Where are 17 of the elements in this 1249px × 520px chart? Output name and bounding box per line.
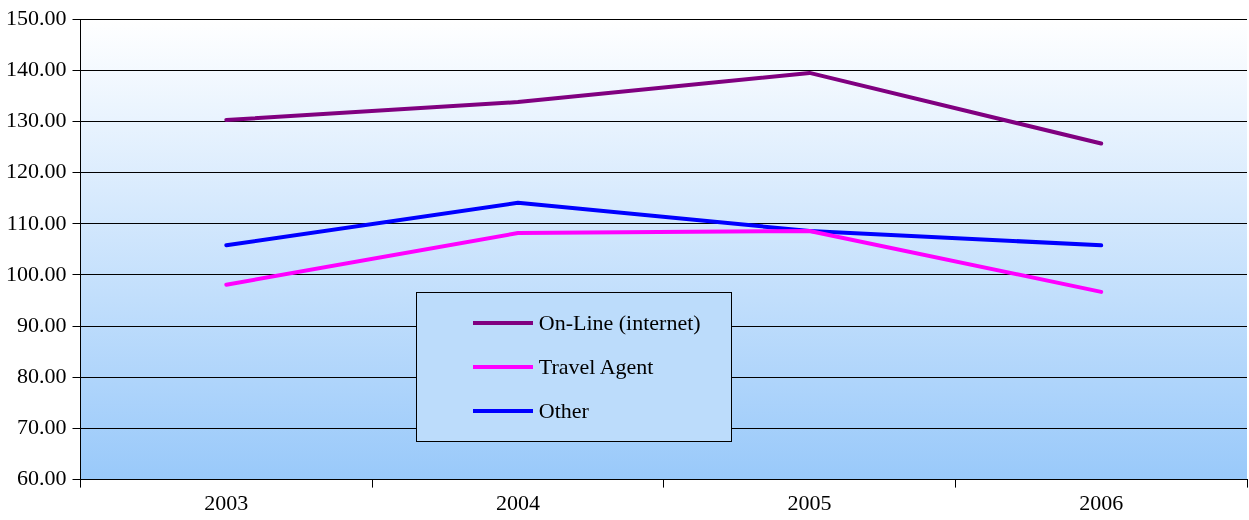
y-tick-label: 140.00 xyxy=(6,56,67,82)
legend-label: Travel Agent xyxy=(538,353,654,380)
y-tick-label: 110.00 xyxy=(6,209,67,235)
x-tick-label: 2006 xyxy=(1079,489,1124,515)
y-tick-label: 60.00 xyxy=(17,465,67,491)
y-tick-label: 120.00 xyxy=(6,158,67,184)
y-tick-label: 150.00 xyxy=(6,4,67,30)
y-tick-label: 80.00 xyxy=(17,363,67,389)
legend-label: Other xyxy=(538,397,589,424)
x-tick-label: 2005 xyxy=(787,489,832,515)
y-tick-label: 100.00 xyxy=(6,260,67,286)
y-tick-label: 70.00 xyxy=(17,414,67,440)
x-tick-label: 2003 xyxy=(204,489,249,515)
legend-label: On-Line (internet) xyxy=(538,309,701,336)
y-tick-label: 90.00 xyxy=(17,311,67,337)
x-tick-label: 2004 xyxy=(495,489,540,515)
y-tick-label: 130.00 xyxy=(6,107,67,133)
